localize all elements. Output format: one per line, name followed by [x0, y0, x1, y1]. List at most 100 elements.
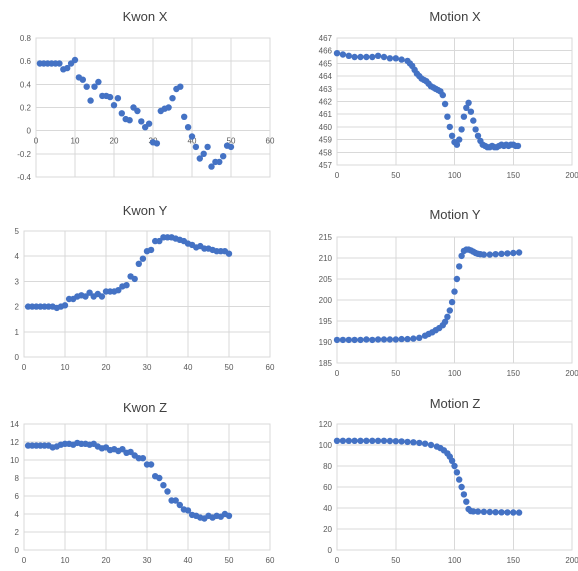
x-tick-label: 50 — [227, 137, 236, 146]
data-point — [110, 102, 118, 109]
x-tick-label: 10 — [61, 363, 70, 372]
panel-kwon-z: Kwon Z 0 2 4 6 8 10 12 14 0 10 20 30 40 50 60 — [10, 400, 275, 565]
data-point — [164, 488, 171, 495]
data-point — [345, 336, 352, 344]
y-tick-label: 120 — [319, 420, 333, 429]
data-point — [118, 110, 126, 117]
data-point — [160, 482, 167, 489]
x-tick-label: 100 — [448, 171, 462, 180]
y-tick-label: 0 — [15, 353, 20, 362]
x-tick-label: 40 — [184, 556, 193, 565]
data-point — [123, 282, 130, 289]
x-tick-label: 50 — [391, 369, 400, 378]
data-point — [61, 302, 69, 309]
data-point — [453, 275, 461, 283]
data-point — [204, 143, 211, 151]
data-point — [386, 437, 394, 445]
y-tick-label: 5 — [15, 227, 20, 236]
data-point — [470, 117, 477, 124]
data-point — [398, 335, 405, 343]
data-point — [463, 498, 470, 505]
data-point — [474, 508, 482, 515]
data-point — [472, 126, 479, 133]
data-point — [504, 250, 511, 257]
x-tick-label: 100 — [448, 556, 462, 565]
x-tick-label: 150 — [507, 171, 521, 180]
y-tick-label: 0 — [328, 546, 333, 555]
data-point — [333, 336, 341, 344]
data-point — [369, 336, 376, 344]
data-point — [225, 250, 233, 257]
y-tick-label: 14 — [10, 420, 19, 429]
data-point — [486, 251, 493, 258]
x-tick-label: 10 — [61, 556, 70, 565]
data-point — [480, 251, 488, 258]
data-point — [451, 288, 458, 295]
x-tick-label: 150 — [507, 369, 521, 378]
data-point — [147, 246, 155, 254]
data-point — [139, 455, 147, 462]
x-tick-label: 50 — [225, 556, 234, 565]
y-tick-label: 40 — [323, 504, 332, 513]
data-point — [465, 99, 472, 107]
data-point — [363, 53, 370, 61]
data-point — [127, 448, 134, 456]
data-point — [126, 117, 133, 124]
data-point — [448, 298, 456, 306]
plot-frame — [336, 423, 573, 551]
y-tick-label: 458 — [319, 148, 333, 157]
data-point — [441, 318, 449, 325]
y-tick-label: 60 — [323, 483, 332, 492]
data-point — [192, 143, 200, 151]
data-point — [421, 440, 429, 447]
data-point — [188, 133, 196, 140]
data-point — [86, 289, 93, 296]
x-tick-label: 150 — [507, 556, 521, 565]
data-point — [510, 509, 517, 516]
y-tick-label: 4 — [15, 252, 20, 261]
data-point — [71, 56, 79, 64]
data-point — [196, 155, 203, 162]
data-point — [147, 461, 155, 468]
data-point — [165, 104, 172, 111]
data-point — [339, 437, 347, 444]
panel-motion-y: Motion Y 185 190 195 200 205 210 215 0 50 100 150 2… — [319, 207, 578, 378]
data-point — [351, 437, 358, 444]
data-point — [470, 508, 477, 515]
y-tick-label: -0.2 — [17, 150, 31, 159]
data-point — [135, 260, 142, 267]
data-point — [134, 107, 141, 115]
y-tick-label: -0.4 — [17, 173, 31, 182]
data-point — [156, 237, 163, 245]
plot-frame — [35, 37, 271, 178]
y-tick-label: 464 — [319, 72, 333, 81]
data-point — [480, 508, 488, 515]
data-point — [114, 95, 122, 102]
data-point — [79, 76, 87, 83]
data-point — [392, 55, 399, 62]
data-point — [177, 83, 184, 90]
y-tick-label: 466 — [319, 47, 333, 56]
data-point — [119, 446, 126, 453]
data-point — [492, 251, 499, 258]
chart-title: Motion Y — [429, 207, 480, 222]
x-tick-label: 20 — [102, 556, 111, 565]
x-tick-label: 60 — [266, 556, 275, 565]
data-point — [451, 462, 458, 470]
data-point — [220, 153, 227, 160]
y-tick-label: 461 — [319, 110, 333, 119]
data-point — [404, 335, 411, 343]
data-point — [446, 307, 453, 314]
data-point — [339, 51, 347, 58]
y-tick-label: 0.2 — [20, 104, 32, 113]
data-point — [380, 437, 388, 444]
data-point — [456, 476, 463, 483]
data-point — [410, 439, 417, 446]
data-point — [357, 53, 364, 61]
data-point — [374, 437, 382, 444]
data-point — [380, 336, 388, 343]
data-point — [106, 93, 114, 101]
data-point — [492, 509, 499, 516]
y-tick-label: 0.4 — [20, 80, 32, 89]
